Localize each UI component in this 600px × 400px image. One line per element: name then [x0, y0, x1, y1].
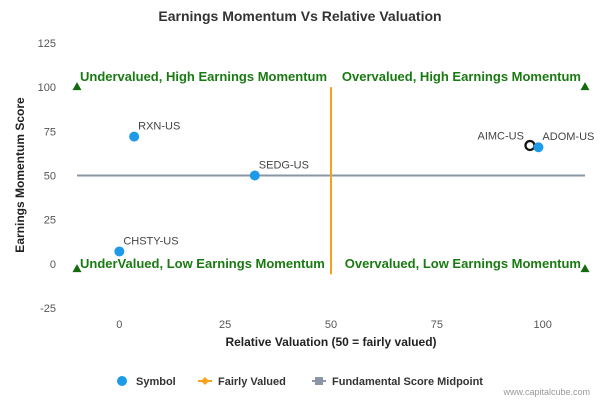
legend-label: Fundamental Score Midpoint	[332, 376, 483, 388]
y-axis-ticks: 125 100 75 50 25 0 -25	[38, 38, 56, 315]
y-tick-label: 25	[44, 215, 56, 227]
point-label: AIMC-US	[478, 130, 524, 142]
legend-fairly-valued-marker	[201, 377, 209, 385]
x-tick-label: 25	[219, 319, 231, 331]
quadrant-label-bottom-left: UnderValued, Low Earnings Momentum	[80, 256, 325, 271]
y-tick-label: 75	[44, 126, 56, 138]
x-axis-ticks: 0 25 50 75 100	[116, 319, 552, 331]
legend-label: Fairly Valued	[218, 376, 286, 388]
point-label: CHSTY-US	[123, 235, 178, 247]
quadrant-labels: Undervalued, High Earnings Momentum Over…	[80, 69, 581, 271]
point-label: SEDG-US	[259, 160, 309, 172]
quadrant-marker-triangle	[72, 264, 82, 273]
quadrant-marker-triangle	[580, 82, 590, 91]
quadrant-label-top-right: Overvalued, High Earnings Momentum	[342, 69, 581, 84]
x-tick-label: 0	[116, 319, 122, 331]
legend-label: Symbol	[136, 376, 176, 388]
quadrant-label-top-left: Undervalued, High Earnings Momentum	[80, 69, 327, 84]
y-tick-label: -25	[40, 303, 56, 315]
chart-title: Earnings Momentum Vs Relative Valuation	[158, 8, 441, 24]
y-tick-label: 50	[44, 171, 56, 183]
x-axis-title: Relative Valuation (50 = fairly valued)	[225, 335, 436, 349]
legend: Symbol Fairly Valued Fundamental Score Mid…	[117, 376, 483, 388]
data-points: RXN-US SEDG-US CHSTY-US AIMC-US ADOM-US	[114, 121, 594, 257]
x-tick-label: 100	[533, 319, 551, 331]
y-tick-label: 0	[50, 259, 56, 271]
data-point	[524, 139, 536, 152]
y-axis-title: Earnings Momentum Score	[13, 97, 27, 253]
point-label: ADOM-US	[542, 131, 594, 143]
quadrant-markers	[72, 82, 590, 273]
quadrant-label-bottom-right: Overvalued, Low Earnings Momentum	[345, 256, 581, 271]
legend-midpoint-marker	[315, 377, 323, 385]
point-label: RXN-US	[138, 121, 180, 133]
x-tick-label: 75	[431, 319, 443, 331]
y-tick-label: 125	[38, 38, 56, 50]
reference-lines	[77, 87, 585, 275]
data-point	[249, 170, 260, 181]
data-point	[114, 246, 125, 257]
credit-text: www.capitalcube.com	[502, 387, 590, 397]
data-point	[533, 142, 544, 153]
quadrant-marker-triangle	[580, 264, 590, 273]
quadrant-marker-triangle	[72, 82, 82, 91]
x-tick-label: 50	[325, 319, 337, 331]
data-point	[129, 131, 140, 142]
legend-symbol-marker	[117, 376, 127, 386]
y-tick-label: 100	[38, 82, 56, 94]
